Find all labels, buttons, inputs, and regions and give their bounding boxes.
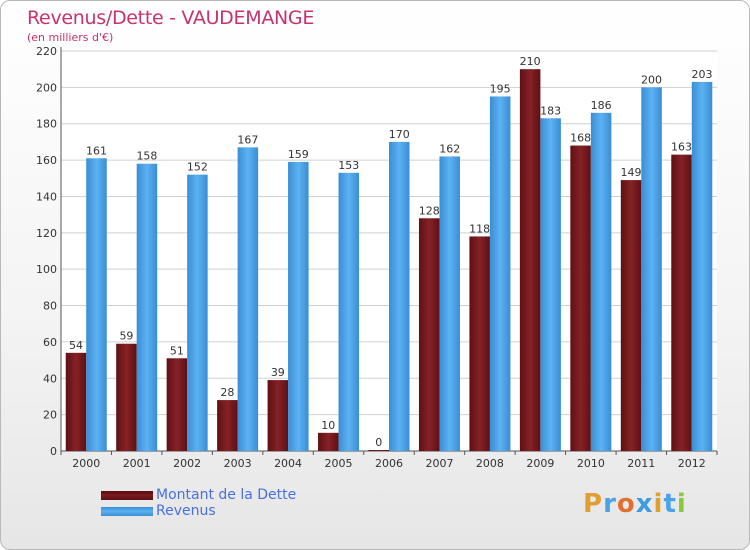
revenue-value-label: 158 [136,150,157,163]
y-tick-label: 120 [36,227,57,240]
x-tick-label: 2007 [425,457,453,470]
revenue-value-label: 183 [540,104,561,117]
revenue-value-label: 200 [641,73,662,86]
y-tick-label: 100 [36,263,57,276]
y-tick-label: 160 [36,154,57,167]
x-tick-label: 2000 [72,457,100,470]
y-tick-label: 0 [50,445,57,458]
x-tick-label: 2005 [325,457,353,470]
revenue-value-label: 153 [338,159,359,172]
debt-bar [318,432,339,451]
brand-letter: t [663,489,677,519]
debt-value-label: 168 [570,132,591,145]
x-tick-label: 2008 [476,457,504,470]
brand-letter: o [616,489,636,519]
debt-value-label: 163 [671,141,692,154]
debt-value-label: 128 [419,204,440,217]
debt-bar [620,180,642,451]
y-tick-label: 80 [43,300,57,313]
debt-bar [267,380,289,451]
brand-letter: i [653,489,664,519]
debt-bar [116,343,137,451]
revenue-value-label: 170 [389,128,410,141]
x-tick-label: 2011 [627,457,655,470]
revenue-bar [288,161,309,451]
debt-value-label: 54 [69,339,83,352]
revenue-value-label: 186 [591,99,612,112]
revenue-bar [136,163,158,451]
y-tick-label: 180 [36,118,57,131]
chart-title: Revenus/Dette - VAUDEMANGE [27,7,315,29]
debt-bar [217,400,238,451]
brand-letter: x [635,489,654,519]
brand-letter: i [676,489,687,519]
legend-swatch-revenue [101,507,153,516]
debt-value-label: 28 [220,386,234,399]
x-tick-label: 2002 [173,457,201,470]
legend-label-debt: Montant de la Dette [156,487,297,503]
revenue-bar [338,172,360,451]
revenue-value-label: 162 [439,142,460,155]
revenue-value-label: 203 [692,68,713,81]
revenue-value-label: 195 [490,82,511,95]
brand-letter: P [583,489,604,519]
y-tick-label: 60 [43,336,57,349]
debt-bar [469,236,490,451]
x-tick-label: 2004 [274,457,302,470]
revenue-bar [590,112,612,452]
debt-bar [166,358,188,451]
debt-value-label: 149 [621,166,642,179]
revenue-bar [489,96,511,452]
debt-value-label: 59 [119,330,133,343]
proxiti-logo: Proxiti [583,489,687,519]
brand-letter: r [603,489,617,519]
debt-bar [418,218,440,451]
y-tick-label: 200 [36,81,57,94]
revenue-bar [237,147,259,451]
revenue-value-label: 161 [86,144,107,157]
revenue-bar [439,156,460,452]
revenue-bar [641,87,662,451]
revenue-bar [389,141,410,451]
debt-value-label: 118 [469,222,490,235]
debt-value-label: 210 [520,55,541,68]
debt-bar [519,69,541,451]
debt-value-label: 10 [321,419,335,432]
debt-bar [65,352,87,451]
debt-bar [671,154,692,452]
chart-subtitle: (en milliers d'€) [27,31,114,44]
y-tick-label: 20 [43,409,57,422]
legend-swatch-debt [101,491,153,500]
revenue-value-label: 152 [187,161,208,174]
x-tick-label: 2010 [577,457,605,470]
debt-bar [570,145,591,451]
x-tick-label: 2006 [375,457,403,470]
y-tick-label: 220 [36,45,57,58]
debt-value-label: 0 [375,436,382,449]
revenue-bar [540,118,561,451]
debt-bar [368,450,389,451]
debt-value-label: 39 [271,366,285,379]
revenue-value-label: 167 [237,133,258,146]
x-tick-label: 2009 [526,457,554,470]
debt-value-label: 51 [170,344,184,357]
revenue-value-label: 159 [288,148,309,161]
legend-label-revenue: Revenus [156,503,216,519]
x-tick-label: 2012 [678,457,706,470]
revenue-bar [187,174,208,452]
revenue-bar [691,81,713,451]
revenue-bar [86,158,107,452]
x-tick-label: 2001 [123,457,151,470]
x-tick-label: 2003 [224,457,252,470]
y-tick-label: 140 [36,190,57,203]
y-tick-label: 40 [43,372,57,385]
